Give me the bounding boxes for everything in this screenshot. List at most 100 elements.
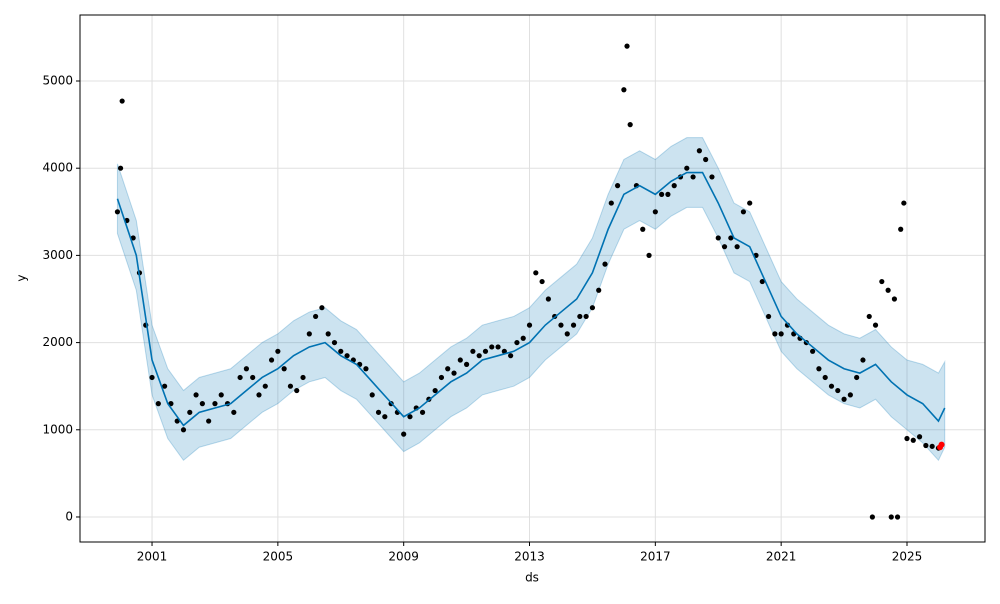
observed-point xyxy=(570,322,577,328)
observed-point xyxy=(904,435,910,442)
observed-point xyxy=(854,374,860,381)
observed-point xyxy=(772,331,778,337)
observed-point xyxy=(375,409,382,415)
observed-point xyxy=(482,348,489,354)
observed-point xyxy=(114,209,121,215)
observed-point xyxy=(621,87,627,93)
observed-point xyxy=(526,322,533,328)
observed-point xyxy=(835,387,841,394)
x-axis-label: ds xyxy=(525,571,539,585)
observed-point xyxy=(614,183,621,189)
y-tick-label: 1000 xyxy=(42,422,73,436)
observed-point xyxy=(583,313,589,320)
observed-point xyxy=(923,442,929,449)
observed-point xyxy=(869,514,875,520)
observed-point xyxy=(684,165,690,171)
observed-point xyxy=(199,401,205,407)
observed-point xyxy=(778,331,784,337)
observed-point xyxy=(438,374,445,381)
observed-point xyxy=(916,434,923,440)
observed-point xyxy=(841,396,847,402)
y-tick-label: 5000 xyxy=(42,74,73,88)
observed-point xyxy=(879,278,885,285)
observed-point xyxy=(659,191,665,197)
observed-point xyxy=(671,183,677,189)
observed-point xyxy=(898,226,904,232)
observed-point xyxy=(545,296,551,302)
observed-point xyxy=(495,344,501,350)
observed-point xyxy=(872,322,879,328)
observed-point xyxy=(759,278,765,285)
observed-point xyxy=(721,244,728,250)
observed-point xyxy=(596,287,602,293)
observed-point xyxy=(338,348,344,354)
observed-point xyxy=(822,374,828,381)
observed-point xyxy=(608,200,614,206)
observed-point xyxy=(728,235,734,241)
observed-point xyxy=(149,374,155,381)
observed-point xyxy=(319,305,325,311)
y-tick-label: 3000 xyxy=(42,248,73,262)
observed-point xyxy=(119,98,125,104)
observed-point xyxy=(910,437,916,443)
observed-point xyxy=(640,226,646,232)
observed-point xyxy=(287,383,294,389)
observed-point xyxy=(130,235,136,241)
observed-point xyxy=(275,348,281,354)
observed-point xyxy=(624,43,630,49)
observed-point xyxy=(564,331,570,337)
plot-frame xyxy=(79,14,986,543)
observed-point xyxy=(206,418,212,424)
recent-point xyxy=(938,441,945,448)
observed-point xyxy=(901,200,907,206)
observed-point xyxy=(828,383,835,389)
x-tick-label: 2009 xyxy=(388,550,419,564)
observed-point xyxy=(489,344,495,350)
observed-point xyxy=(627,122,633,128)
observed-point xyxy=(250,374,256,381)
observed-point xyxy=(665,191,671,197)
observed-point xyxy=(747,200,753,206)
observed-point xyxy=(325,331,331,337)
observed-point xyxy=(262,383,268,389)
y-axis-label: y xyxy=(15,274,29,281)
observed-point xyxy=(401,431,407,437)
observed-point xyxy=(451,370,457,376)
observed-point xyxy=(577,313,583,320)
observed-point xyxy=(155,401,161,407)
observed-point xyxy=(709,174,715,180)
observed-point xyxy=(520,335,526,341)
observed-point xyxy=(117,165,124,171)
observed-point xyxy=(237,374,243,381)
x-tick-label: 2013 xyxy=(514,550,545,564)
observed-point xyxy=(470,348,476,354)
observed-point xyxy=(268,357,275,363)
observed-point xyxy=(369,392,375,398)
observed-point xyxy=(162,383,168,389)
observed-point xyxy=(306,331,312,337)
y-tick-label: 2000 xyxy=(42,335,73,349)
observed-point xyxy=(558,322,564,328)
x-tick-label: 2001 xyxy=(137,550,168,564)
observed-point xyxy=(300,374,306,381)
observed-point xyxy=(885,287,891,293)
observed-point xyxy=(810,348,816,354)
observed-point xyxy=(765,313,772,320)
x-tick-label: 2005 xyxy=(263,550,294,564)
y-tick-label: 0 xyxy=(65,509,73,523)
observed-point xyxy=(407,414,413,420)
observed-point xyxy=(193,392,199,398)
observed-point xyxy=(187,409,193,415)
observed-point xyxy=(734,244,740,250)
observed-point xyxy=(860,357,866,363)
observed-point xyxy=(363,366,369,372)
observed-point xyxy=(294,387,300,394)
observed-point xyxy=(445,366,451,372)
observed-point xyxy=(281,366,287,372)
observed-point xyxy=(602,261,608,267)
observed-point xyxy=(929,443,935,449)
observed-point xyxy=(888,514,894,520)
x-tick-label: 2025 xyxy=(892,550,923,564)
observed-point xyxy=(891,296,898,302)
